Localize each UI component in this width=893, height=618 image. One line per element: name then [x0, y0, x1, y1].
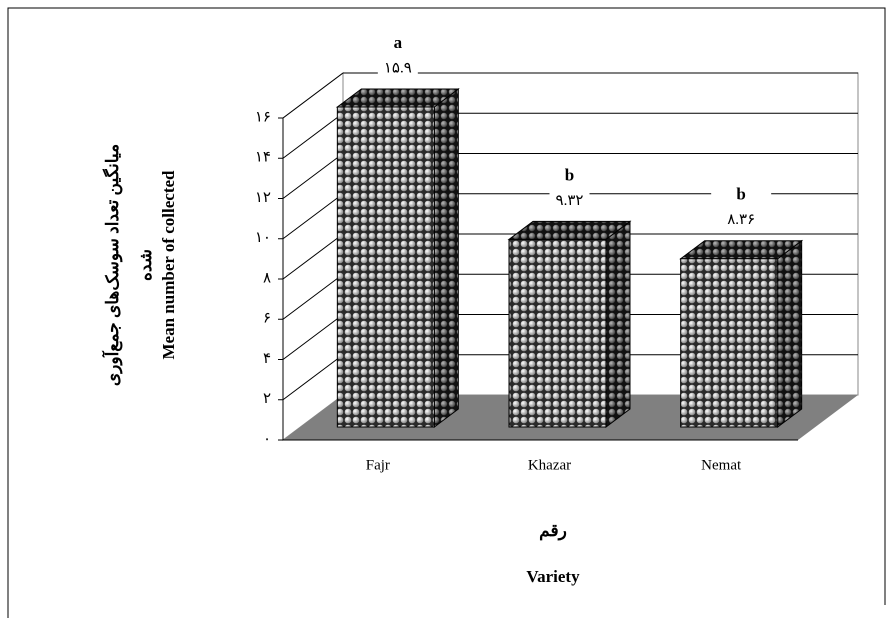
y-tick-label: ۰ [263, 431, 271, 447]
value-label: ۱۵.۹ [384, 60, 412, 76]
x-tick-label: Khazar [528, 457, 571, 473]
annotation: b [736, 185, 745, 204]
y-axis-label: میانگین تعداد سوسک‌های جمع‌آوری [101, 144, 123, 386]
y-tick-label: ۱۲ [255, 190, 271, 206]
grid-line [282, 273, 344, 320]
y-axis-label: شده [136, 249, 155, 281]
grid-line [282, 153, 344, 199]
y-axis-label: Mean number of collected [159, 170, 178, 360]
grid-line [282, 72, 344, 119]
grid-line [282, 112, 344, 159]
x-axis-label: Variety [526, 567, 580, 586]
grid-line [282, 314, 344, 360]
grid-line [282, 233, 344, 280]
y-tick-label: ۶ [263, 311, 271, 327]
bar [336, 106, 435, 428]
x-tick-label: Fajr [366, 457, 390, 473]
x-tick-label: Nemat [701, 457, 742, 473]
label-bg [539, 165, 600, 188]
label-bg [721, 210, 762, 231]
plot: ۰ ۲ ۴ ۶ ۸ ۱۰ ۱۲ ۱۴ ۱۶ ۱۵.۹ a Fajr ۹.۳۲ b Khazar ۸.۳۶ b Ne… [255, 33, 858, 473]
value-label: ۹.۳۲ [556, 193, 584, 209]
x-axis-label: رقم [539, 521, 567, 541]
bar [508, 238, 607, 428]
y-tick-label: ۱۴ [255, 150, 271, 166]
frame [7, 7, 886, 618]
y-tick-label: ۱۶ [255, 109, 271, 125]
annotation: a [394, 33, 403, 52]
label-bg [367, 33, 428, 56]
grid-line [282, 193, 344, 240]
label-bg [549, 191, 590, 212]
bar [680, 258, 779, 428]
label-bg [377, 59, 418, 80]
value-label: ۸.۳۶ [727, 212, 755, 228]
y-tick-label: ۱۰ [255, 230, 271, 246]
bar-side [777, 239, 803, 428]
y-tick-label: ۲ [263, 391, 271, 407]
grid-line [282, 354, 344, 401]
bar-side [433, 88, 459, 428]
bar-side [605, 220, 631, 428]
y-tick-label: ۸ [263, 270, 271, 286]
label-bg [711, 184, 772, 207]
y-tick-label: ۴ [263, 351, 271, 367]
annotation: b [565, 165, 574, 184]
